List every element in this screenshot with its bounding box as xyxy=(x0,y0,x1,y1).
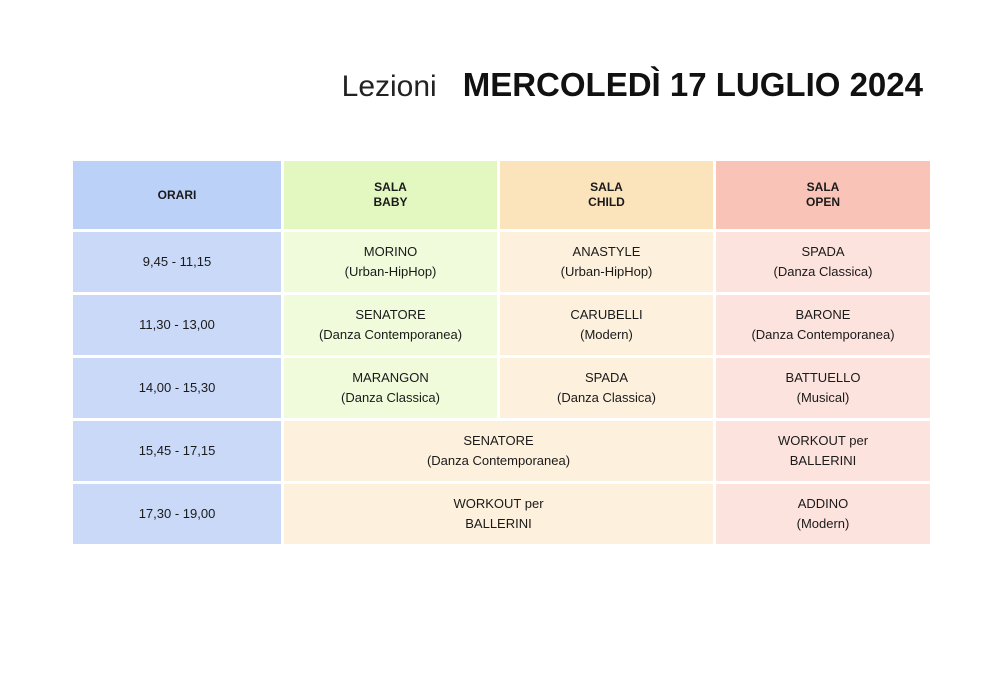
header-baby-line1: SALA xyxy=(374,180,407,194)
dance-style: (Musical) xyxy=(796,390,850,405)
lesson-cell-open: SPADA (Danza Classica) xyxy=(713,229,933,295)
lesson-cell-child: CARUBELLI (Modern) xyxy=(497,292,716,358)
lesson-cell-baby-child-merged: WORKOUT per BALLERINI xyxy=(281,481,716,547)
header-sala-baby: SALA BABY xyxy=(281,158,500,232)
table-row: 14,00 - 15,30 MARANGON (Danza Classica) … xyxy=(70,355,933,421)
schedule-table: ORARI SALA BABY SALA CHILD SALA OPEN 9,4… xyxy=(70,158,933,547)
teacher-name: SPADA xyxy=(801,244,845,259)
dance-style: (Modern) xyxy=(796,516,850,531)
table-row: 17,30 - 19,00 WORKOUT per BALLERINI ADDI… xyxy=(70,481,933,547)
lesson-cell-open: BARONE (Danza Contemporanea) xyxy=(713,292,933,358)
time-cell: 9,45 - 11,15 xyxy=(70,229,284,295)
teacher-name: MARANGON xyxy=(352,370,429,385)
header-orari-label: ORARI xyxy=(157,187,197,202)
teacher-name: MORINO xyxy=(363,244,418,259)
dance-style: (Urban-HipHop) xyxy=(344,264,437,279)
table-row: 9,45 - 11,15 MORINO (Urban-HipHop) ANAST… xyxy=(70,229,933,295)
dance-style: (Danza Classica) xyxy=(557,390,656,405)
header-baby-line2: BABY xyxy=(373,195,408,209)
teacher-name: CARUBELLI xyxy=(570,307,643,322)
table-row: 15,45 - 17,15 SENATORE (Danza Contempora… xyxy=(70,418,933,484)
lesson-cell-child: ANASTYLE (Urban-HipHop) xyxy=(497,229,716,295)
table-header-row: ORARI SALA BABY SALA CHILD SALA OPEN xyxy=(70,158,933,232)
teacher-name: WORKOUT per xyxy=(453,496,544,511)
lesson-cell-baby-child-merged: SENATORE (Danza Contemporanea) xyxy=(281,418,716,484)
lesson-cell-open: WORKOUT per BALLERINI xyxy=(713,418,933,484)
table-row: 11,30 - 13,00 SENATORE (Danza Contempora… xyxy=(70,292,933,358)
dance-style: (Danza Classica) xyxy=(773,264,873,279)
dance-style: (Danza Contemporanea) xyxy=(426,453,571,468)
header-orari: ORARI xyxy=(70,158,284,232)
title-date: MERCOLEDÌ 17 LUGLIO 2024 xyxy=(462,66,923,103)
dance-style: (Danza Contemporanea) xyxy=(751,327,895,342)
time-cell: 15,45 - 17,15 xyxy=(70,418,284,484)
teacher-name: ADDINO xyxy=(797,496,849,511)
lesson-cell-baby: MORINO (Urban-HipHop) xyxy=(281,229,500,295)
dance-style: BALLERINI xyxy=(789,453,857,468)
time-cell: 14,00 - 15,30 xyxy=(70,355,284,421)
teacher-name: BARONE xyxy=(795,307,851,322)
teacher-name: ANASTYLE xyxy=(572,244,641,259)
header-child-line1: SALA xyxy=(590,180,623,194)
teacher-name: SENATORE xyxy=(463,433,534,448)
lesson-cell-child: SPADA (Danza Classica) xyxy=(497,355,716,421)
lesson-cell-baby: MARANGON (Danza Classica) xyxy=(281,355,500,421)
dance-style: (Danza Contemporanea) xyxy=(318,327,463,342)
dance-style: (Danza Classica) xyxy=(341,390,440,405)
title-prefix: Lezioni xyxy=(341,70,437,103)
header-child-line2: CHILD xyxy=(588,195,625,209)
dance-style: BALLERINI xyxy=(465,516,532,531)
header-open-line1: SALA xyxy=(806,180,840,194)
dance-style: (Modern) xyxy=(580,327,633,342)
teacher-name: BATTUELLO xyxy=(785,370,861,385)
lesson-cell-open: ADDINO (Modern) xyxy=(713,481,933,547)
header-open-line2: OPEN xyxy=(805,195,840,209)
page-title: Lezioni MERCOLEDÌ 17 LUGLIO 2024 xyxy=(342,66,923,104)
teacher-name: WORKOUT per xyxy=(777,433,869,448)
teacher-name: SPADA xyxy=(584,370,629,385)
lesson-cell-open: BATTUELLO (Musical) xyxy=(713,355,933,421)
header-sala-child: SALA CHILD xyxy=(497,158,716,232)
teacher-name: SENATORE xyxy=(355,307,426,322)
header-sala-open: SALA OPEN xyxy=(713,158,933,232)
lesson-cell-baby: SENATORE (Danza Contemporanea) xyxy=(281,292,500,358)
dance-style: (Urban-HipHop) xyxy=(560,264,653,279)
time-cell: 11,30 - 13,00 xyxy=(70,292,284,358)
time-cell: 17,30 - 19,00 xyxy=(70,481,284,547)
